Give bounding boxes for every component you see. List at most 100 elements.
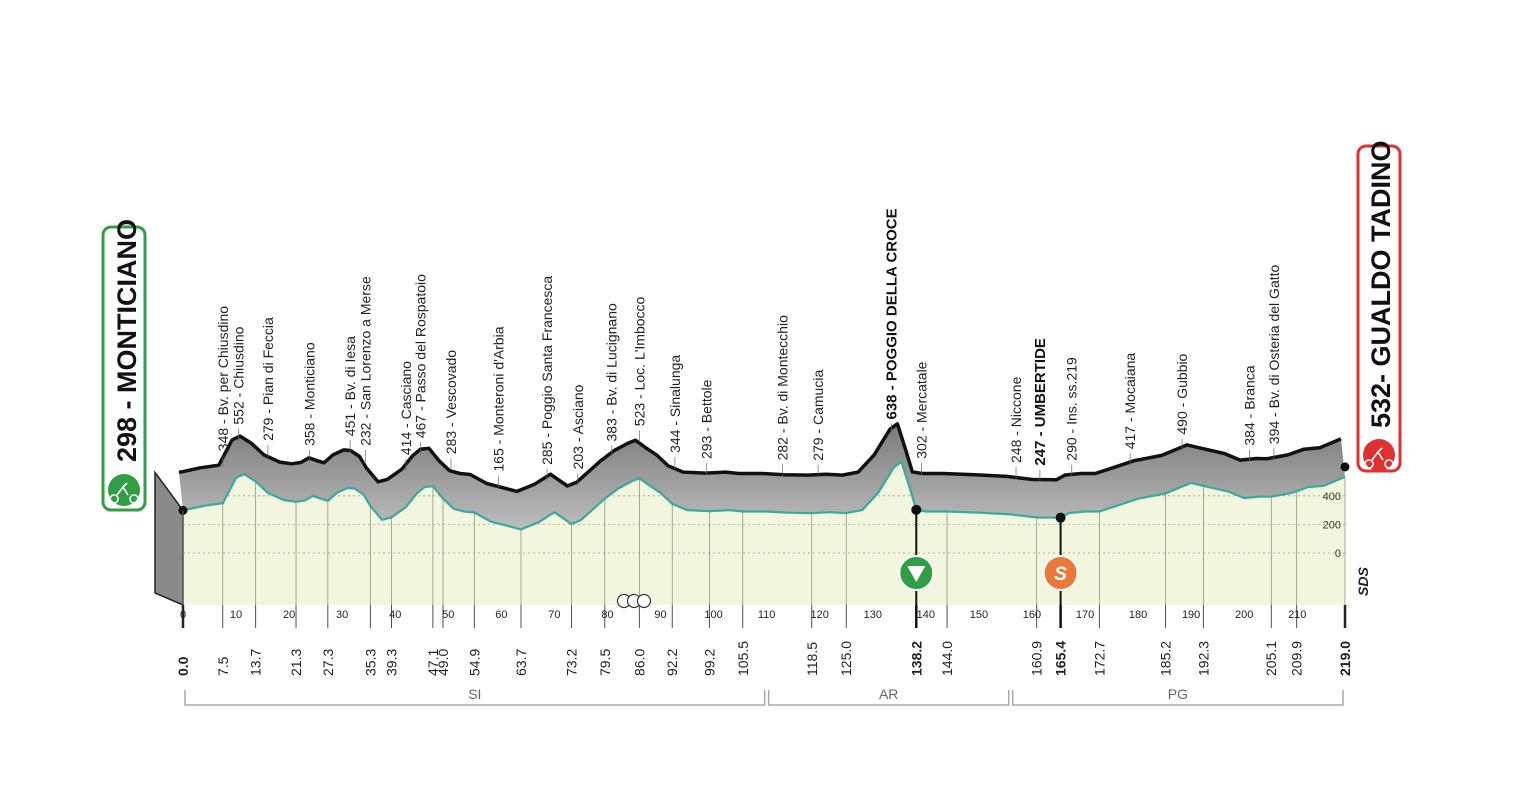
x-tick-label: 90 <box>654 609 666 621</box>
gpm-triangle-icon <box>907 566 926 582</box>
x-tick-label: 160 <box>1023 609 1041 621</box>
km-distance-label: 73.2 <box>563 649 579 676</box>
place-label: 451 - Bv. di Iesa <box>342 336 358 436</box>
markers: S <box>616 504 1079 628</box>
x-tick-label: 50 <box>442 609 454 621</box>
km-lines <box>182 423 1346 605</box>
sprint-marker-label: S <box>1054 564 1067 585</box>
place-label: 552 - Chiusdino <box>231 326 247 424</box>
place-label: 523 - Loc. L'Imbocco <box>631 296 647 426</box>
finish-point <box>1340 462 1350 472</box>
finish-badge: 532- GUALDO TADINO <box>1356 140 1402 473</box>
place-label: 165 - Monteroni d'Arbia <box>491 326 507 471</box>
x-tick-label: 100 <box>704 609 722 621</box>
x-tick-label: 180 <box>1129 609 1147 621</box>
x-tick-label: 210 <box>1288 609 1306 621</box>
km-distance-label: 192.3 <box>1195 641 1211 676</box>
km-distance-label: 209.9 <box>1289 641 1305 676</box>
profile-back-line <box>178 422 1342 494</box>
km-distance-label: 172.7 <box>1091 641 1107 676</box>
feed-zone-icon <box>636 593 652 609</box>
region-label: AR <box>879 686 898 702</box>
start-bike-icon <box>109 482 139 504</box>
region-bracket <box>767 690 1010 706</box>
place-label: 384 - Branca <box>1241 365 1257 445</box>
x-tick-label: 40 <box>389 609 401 621</box>
x-tick-label: 70 <box>548 609 560 621</box>
km-distance-label: 47.1 <box>425 649 441 676</box>
place-label: 302 - Mercatale <box>914 361 930 458</box>
x-tick-label: 110 <box>758 609 776 621</box>
place-label: 490 - Gubbio <box>1174 353 1190 434</box>
place-label: 203 - Asciano <box>570 384 586 469</box>
altitude-tick-label: 400 <box>1323 491 1341 503</box>
place-label: 290 - Ins. ss.219 <box>1064 357 1080 461</box>
place-label: 638 - POGGIO DELLA CROCE <box>883 208 900 419</box>
marker-dot <box>1055 512 1066 523</box>
km-distance-label: 165.4 <box>1053 641 1069 676</box>
place-label: 467 - Passo del Rospatoio <box>413 274 429 438</box>
km-distance-label: 13.7 <box>248 649 264 676</box>
x-tick-label: 120 <box>811 609 829 621</box>
x-axis-ticks: 0102030405060708090100110120130140150160… <box>180 609 1306 621</box>
km-distance-label: 160.9 <box>1029 641 1045 676</box>
sds-logo: SDS <box>1355 567 1371 596</box>
region-label: SI <box>468 686 481 702</box>
place-label: 348 - Bv. per Chiusdino <box>215 306 231 451</box>
place-label: 247 - UMBERTIDE <box>1032 338 1049 466</box>
altitude-tick-label: 200 <box>1323 519 1341 531</box>
x-tick-label: 200 <box>1235 609 1253 621</box>
region-label: PG <box>1168 686 1188 702</box>
place-label: 279 - Pian di Feccia <box>260 317 276 441</box>
km-distance-label: 99.2 <box>701 649 717 676</box>
place-label: 383 - Bv. di Lucignano <box>604 303 620 441</box>
km-distance-label: 86.0 <box>631 649 647 676</box>
km-distance-label: 63.7 <box>513 649 529 676</box>
x-tick-label: 140 <box>917 609 935 621</box>
km-distance-label: 0.0 <box>175 656 191 676</box>
profile-front-line <box>182 460 1346 531</box>
km-distance-label: 49.0 <box>435 649 451 676</box>
km-distance-label: 79.5 <box>597 649 613 676</box>
region-bracket <box>1011 690 1344 706</box>
km-distance-label: 125.0 <box>838 641 854 676</box>
place-labels: 348 - Bv. per Chiusdino 552 - Chiusdino 27… <box>215 208 1282 471</box>
km-distance-label: 185.2 <box>1158 641 1174 676</box>
place-label: 282 - Bv. di Montecchio <box>775 315 791 460</box>
place-label: 394 - Bv. di Osteria del Gatto <box>1266 264 1282 444</box>
finish-name: 532- GUALDO TADINO <box>1366 140 1396 428</box>
km-distance-label: 138.2 <box>908 641 924 676</box>
x-tick-label: 150 <box>970 609 988 621</box>
sprint-marker-icon <box>1042 555 1079 591</box>
km-distance-label: 21.3 <box>288 649 304 676</box>
place-label: 358 - Monticiano <box>301 342 317 446</box>
x-tick-label: 80 <box>601 609 613 621</box>
x-tick-label: 10 <box>230 609 242 621</box>
km-distance-label: 54.9 <box>466 649 482 676</box>
regions: SI AR PG <box>184 686 1344 706</box>
km-distance-label: 27.3 <box>320 649 336 676</box>
start-name: 298 - MONTICIANO <box>112 219 142 462</box>
x-tick-label: 30 <box>336 609 348 621</box>
place-label: 283 - Vescovado <box>443 350 459 455</box>
km-distance-label: 205.1 <box>1263 641 1279 676</box>
place-label: 293 - Bettole <box>699 379 715 459</box>
place-label: 279 - Camucia <box>810 370 826 461</box>
region-bracket <box>184 690 766 706</box>
x-tick-label: 130 <box>864 609 882 621</box>
place-label: 248 - Niccone <box>1008 376 1024 463</box>
km-distance-label: 92.2 <box>664 649 680 676</box>
km-distance-label: 35.3 <box>362 649 378 676</box>
marker-dot <box>911 504 922 515</box>
km-distance-label: 7.5 <box>215 656 231 676</box>
x-tick-label: 170 <box>1076 609 1094 621</box>
finish-bike-icon <box>1364 447 1394 469</box>
place-label: 232 - San Lorenzo a Merse <box>358 276 374 446</box>
km-distance-label: 39.3 <box>384 649 400 676</box>
km-distance-label: 105.5 <box>735 641 751 676</box>
km-distance-label: 219.0 <box>1337 641 1353 676</box>
profile-top-surface <box>179 423 1345 530</box>
x-tick-label: 190 <box>1182 609 1200 621</box>
start-badge-frame <box>101 225 147 512</box>
